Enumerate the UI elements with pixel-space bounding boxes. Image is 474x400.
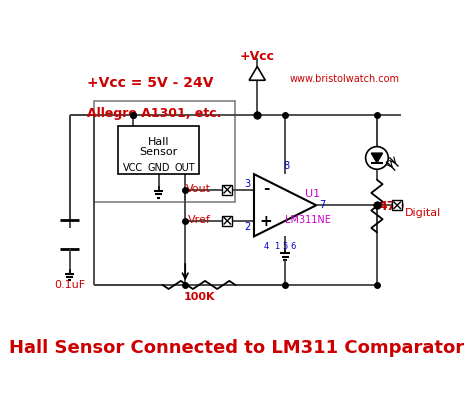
Text: 7: 7 <box>319 200 326 210</box>
Text: +: + <box>260 214 273 229</box>
Text: Hall Sensor Connected to LM311 Comparator: Hall Sensor Connected to LM311 Comparato… <box>9 339 465 357</box>
Text: LM311NE: LM311NE <box>285 215 331 225</box>
Text: 0.1uF: 0.1uF <box>54 280 85 290</box>
Text: -: - <box>263 181 269 196</box>
Text: 100K: 100K <box>183 292 215 302</box>
Text: Vref: Vref <box>188 215 211 225</box>
Circle shape <box>365 147 388 169</box>
Bar <box>222 185 232 194</box>
Text: 470: 470 <box>378 200 405 212</box>
Polygon shape <box>254 174 316 236</box>
Bar <box>94 101 236 202</box>
Text: 2: 2 <box>245 222 251 232</box>
Text: Hall: Hall <box>148 137 169 147</box>
Polygon shape <box>371 153 383 163</box>
Text: Digital: Digital <box>405 208 441 218</box>
Text: +Vcc: +Vcc <box>240 50 275 63</box>
Text: 5: 5 <box>282 242 287 251</box>
Text: GND: GND <box>147 163 170 173</box>
Bar <box>222 216 232 226</box>
Text: www.bristolwatch.com: www.bristolwatch.com <box>290 74 400 84</box>
Text: VCC: VCC <box>123 163 143 173</box>
Text: U1: U1 <box>305 189 320 199</box>
Text: Allegro A1301, etc.: Allegro A1301, etc. <box>87 107 222 120</box>
Text: 1: 1 <box>274 242 279 251</box>
Bar <box>118 126 199 174</box>
Text: 4: 4 <box>264 242 269 251</box>
Text: 6: 6 <box>290 242 295 251</box>
Text: Vout: Vout <box>186 184 211 194</box>
Text: OUT: OUT <box>175 163 196 173</box>
Text: 8: 8 <box>283 161 290 171</box>
Bar <box>392 200 402 210</box>
Text: Sensor: Sensor <box>139 147 178 157</box>
Polygon shape <box>249 66 265 80</box>
Text: +Vcc = 5V - 24V: +Vcc = 5V - 24V <box>87 76 214 90</box>
Text: 3: 3 <box>245 179 251 189</box>
